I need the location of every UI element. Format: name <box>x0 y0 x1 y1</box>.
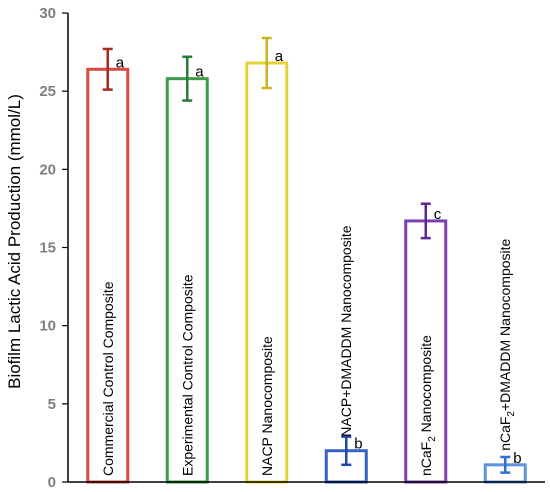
category-label-text: NACP Nanocomposite <box>259 336 275 476</box>
y-tick-label: 10 <box>39 318 56 335</box>
y-tick-label: 15 <box>39 240 56 257</box>
bar-group: a NACP Nanocomposite <box>245 36 289 484</box>
significance-letter: a <box>195 64 204 81</box>
y-axis-title: Biofilm Lactic Acid Production (mmol/L) <box>5 94 24 389</box>
category-label-text: nCaF <box>418 442 434 476</box>
significance-letter: b <box>354 436 362 453</box>
category-label: nCaF2 Nanocomposite <box>418 335 438 476</box>
bar-group: a Experimental Control Composite <box>165 55 209 484</box>
bars-group: a Commercial Control Composite a Experiment… <box>86 36 527 484</box>
category-label: Commercial Control Composite <box>100 281 116 476</box>
category-label-text: Commercial Control Composite <box>100 281 116 476</box>
y-tick-label: 5 <box>48 396 56 413</box>
category-label: NACP+DMADDM Nanocomposite <box>338 225 354 436</box>
y-axis-ticks: 0 5 10 15 20 25 30 <box>39 5 68 491</box>
category-label-text: Experimental Control Composite <box>179 274 195 476</box>
bar-group: a Commercial Control Composite <box>86 47 130 484</box>
bar-group: c nCaF2 Nanocomposite <box>404 202 448 484</box>
category-label-text: nCaF <box>497 417 513 451</box>
category-label-tail: +DMADDM Nanocomposite <box>497 238 513 411</box>
category-label-subscript: 2 <box>427 436 438 442</box>
category-label-text: NACP+DMADDM Nanocomposite <box>338 225 354 436</box>
significance-letter: a <box>116 54 125 71</box>
y-tick-label: 0 <box>48 474 56 491</box>
y-tick-label: 25 <box>39 83 56 100</box>
y-tick-label: 30 <box>39 5 56 22</box>
category-label: Experimental Control Composite <box>179 274 195 476</box>
category-label: nCaF2+DMADDM Nanocomposite <box>497 238 517 450</box>
significance-letter: b <box>513 450 521 467</box>
category-label: NACP Nanocomposite <box>259 336 275 476</box>
significance-letter: c <box>434 206 442 223</box>
y-tick-label: 20 <box>39 161 56 178</box>
significance-letter: a <box>275 48 284 65</box>
category-label-subscript: 2 <box>506 411 517 417</box>
category-label-tail: Nanocomposite <box>418 335 434 436</box>
